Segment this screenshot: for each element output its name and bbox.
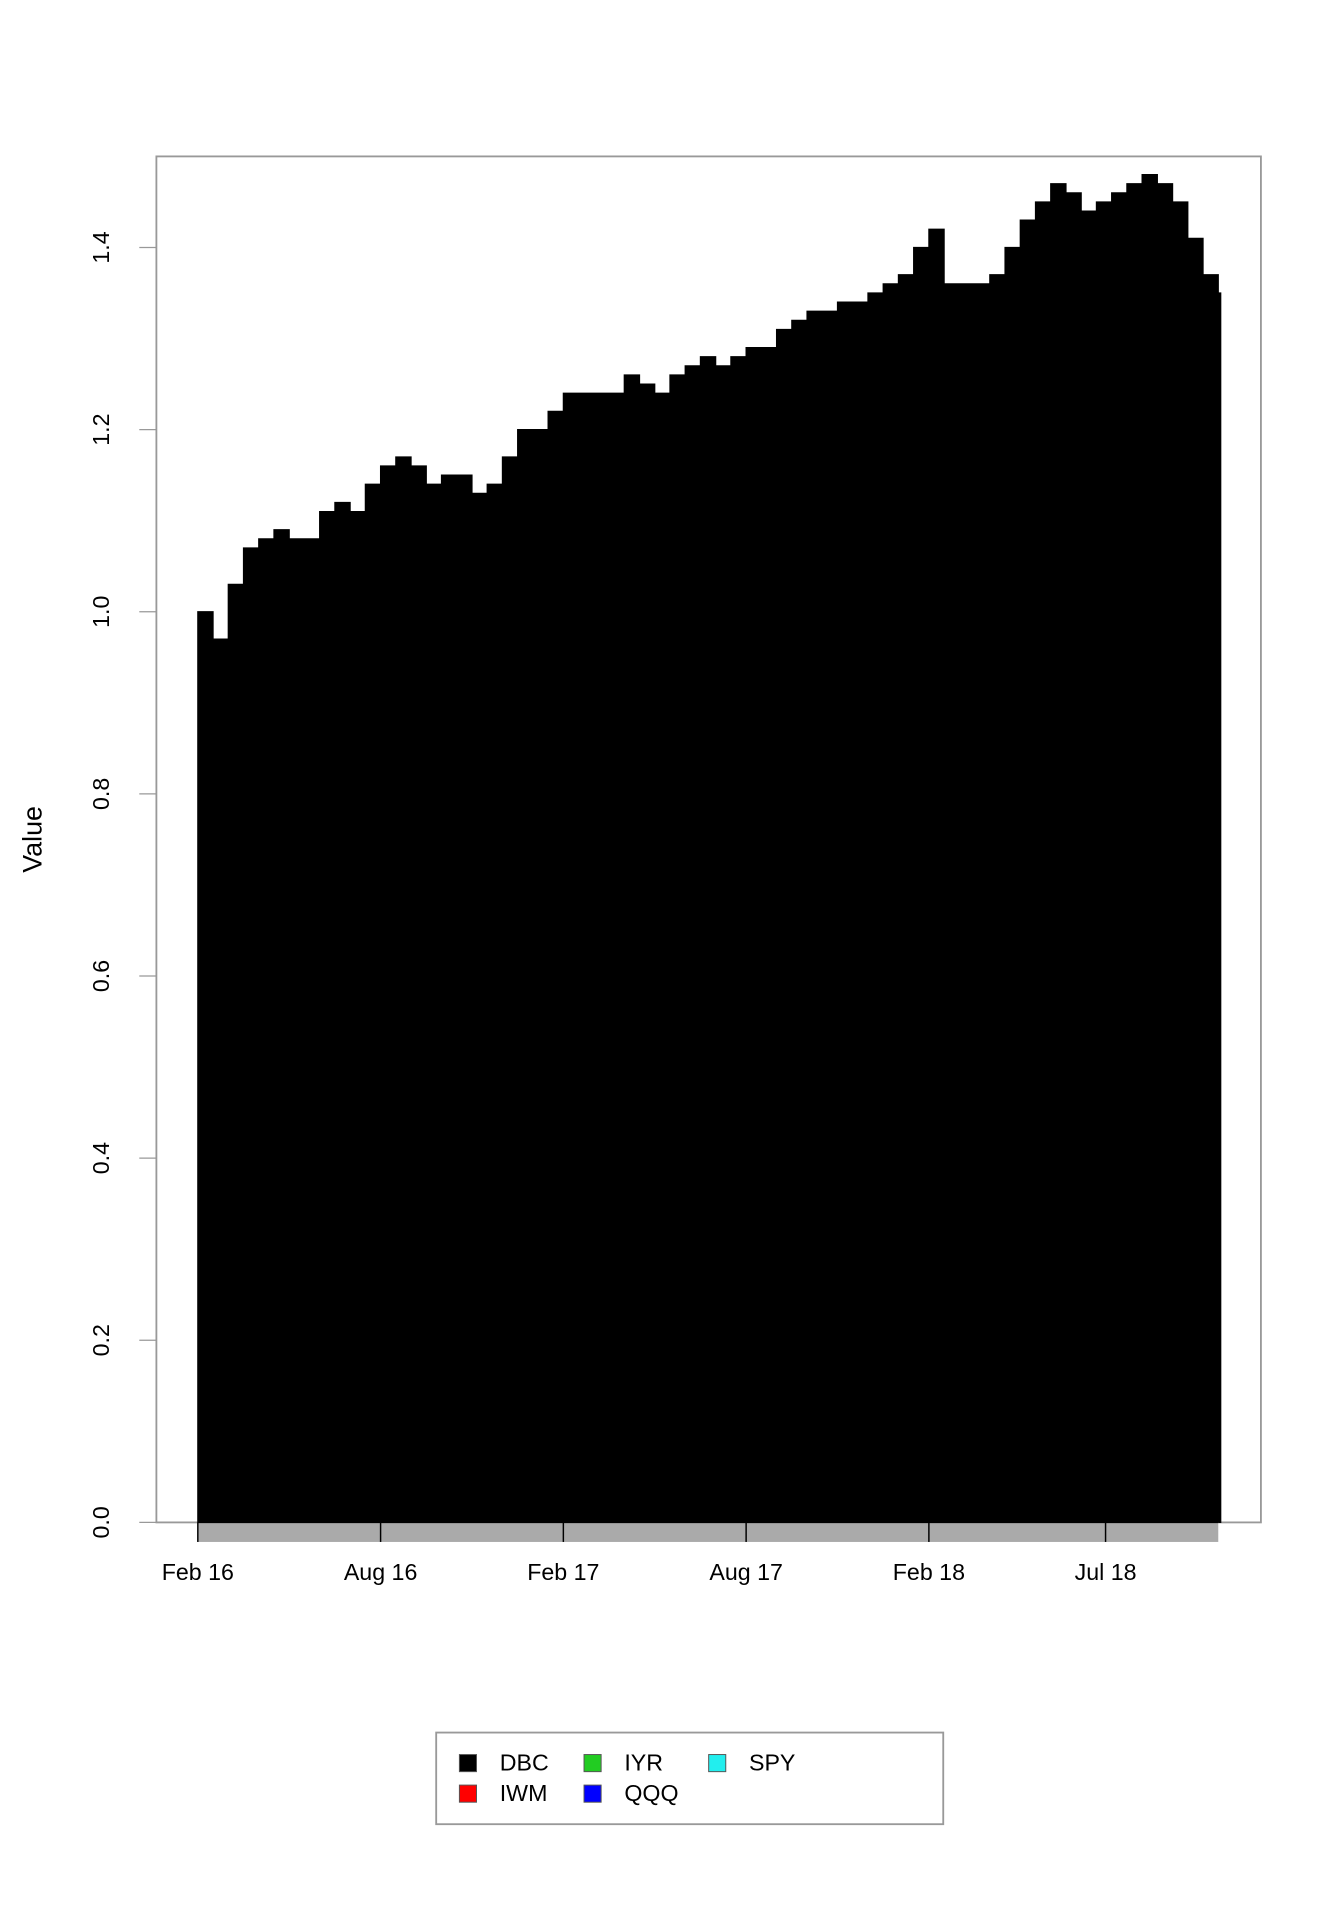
y-tick-label: 1.4	[88, 231, 114, 263]
x-tick-label: Feb 18	[893, 1559, 965, 1585]
y-tick-label: 0.8	[88, 778, 114, 810]
legend-label: SPY	[749, 1749, 795, 1775]
y-tick-label: 0.6	[88, 960, 114, 992]
area	[197, 174, 1222, 1524]
legend-swatch	[583, 1754, 602, 1773]
legend-label: QQQ	[624, 1780, 678, 1806]
legend-swatch	[708, 1754, 727, 1773]
legend-swatch	[458, 1784, 477, 1803]
y-tick-label: 0.2	[88, 1324, 114, 1356]
y-tick-label: 0.0	[88, 1506, 114, 1538]
legend-swatch	[583, 1784, 602, 1803]
x-tick-label: Feb 16	[162, 1559, 234, 1585]
legend-frame	[435, 1731, 945, 1826]
x-tick-label: Aug 16	[344, 1559, 418, 1585]
y-tick-label: 1.2	[88, 413, 114, 445]
legend-label: DBC	[500, 1749, 549, 1775]
x-tick-label: Feb 17	[527, 1559, 599, 1585]
x-tick-label: Jul 18	[1075, 1559, 1137, 1585]
legend-swatch	[458, 1754, 477, 1773]
legend-label: IWM	[500, 1780, 548, 1806]
legend-label: IYR	[624, 1749, 663, 1775]
y-tick-label: 0.4	[88, 1142, 114, 1174]
y-tick-label: 1.0	[88, 596, 114, 628]
x-axis-band	[197, 1522, 1219, 1542]
x-tick-label: Aug 17	[709, 1559, 783, 1585]
y-axis-label: Value	[17, 806, 47, 873]
